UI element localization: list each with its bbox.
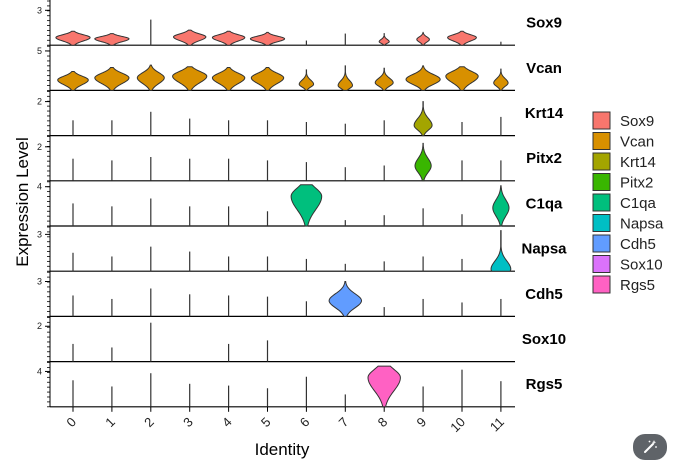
legend-label-sox9: Sox9	[620, 113, 654, 130]
x-tick-label: 3	[180, 414, 196, 430]
x-tick-label: 5	[258, 414, 274, 430]
x-tick-label: 1	[102, 414, 118, 430]
legend-label-rgs5: Rgs5	[620, 277, 655, 294]
violin-krt14-9	[413, 101, 433, 137]
panel-pitx2: 2 Pitx2	[37, 135, 562, 182]
panel-sox9: 3 Sox9	[37, 0, 562, 46]
legend-label-krt14: Krt14	[620, 154, 656, 171]
x-tick-label: 2	[141, 414, 157, 430]
panel-napsa: 3 Napsa	[37, 226, 567, 272]
violin-cdh5-7	[328, 281, 363, 317]
violin-vcan-0	[57, 70, 89, 91]
legend-swatch-pitx2	[592, 173, 611, 191]
x-tick-label: 8	[375, 414, 391, 430]
violin-vcan-11	[493, 68, 509, 91]
violin-vcan-8	[374, 67, 394, 91]
y-tick-label: 3	[37, 229, 42, 239]
legend-label-sox10: Sox10	[620, 257, 663, 274]
legend: Sox9 Vcan Krt14 Pitx2 C1qa Napsa Cdh5 Sox10 Rgs5	[592, 111, 664, 294]
y-tick-label: 4	[37, 366, 42, 376]
violin-c1qa-6	[290, 184, 323, 227]
violin-sox9-10	[447, 30, 477, 46]
legend-label-cdh5: Cdh5	[620, 236, 656, 253]
x-tick-label: 11	[487, 414, 507, 434]
gene-label: Sox10	[522, 331, 566, 348]
x-tick-label: 10	[447, 414, 468, 435]
y-axis-label: Expression Level	[13, 137, 32, 266]
violin-sox9-9	[416, 31, 430, 46]
legend-swatch-rgs5	[592, 275, 611, 294]
gene-label: Krt14	[525, 105, 564, 122]
panels: 3 Sox9 5 Vcan 2 Krt14 2 Pitx2 4 C1qa 3 Napsa 3 Cdh5 2 S…	[37, 0, 567, 408]
violin-sox9-0	[55, 30, 91, 46]
violin-vcan-3	[172, 66, 208, 91]
gene-label: Rgs5	[526, 376, 563, 393]
x-tick-label: 4	[219, 414, 235, 430]
violin-sox9-1	[94, 33, 130, 46]
violin-c1qa-11	[492, 185, 510, 227]
violin-sox9-4	[211, 30, 246, 46]
legend-label-vcan: Vcan	[620, 134, 654, 151]
panel-vcan: 5 Vcan	[37, 45, 562, 92]
violin-vcan-2	[136, 64, 165, 91]
x-ticks: 0 1 2 3 4 5 6 7 8 9 10 11	[63, 406, 507, 435]
violin-vcan-5	[250, 67, 285, 91]
violin-vcan-10	[445, 66, 479, 91]
gene-label: Napsa	[521, 241, 567, 258]
x-axis-label: Identity	[255, 440, 310, 459]
gene-label: Pitx2	[526, 150, 562, 167]
legend-swatch-napsa	[592, 214, 611, 232]
y-tick-label: 2	[37, 321, 42, 331]
legend-swatch-sox10	[592, 255, 611, 273]
legend-swatch-sox9	[592, 111, 611, 130]
x-tick-label: 6	[297, 414, 313, 430]
violin-vcan-4	[211, 67, 246, 91]
violin-rgs5-8	[367, 365, 401, 408]
panel-sox10: 2 Sox10	[37, 316, 566, 363]
violin-pitx2-9	[414, 142, 432, 182]
panel-krt14: 2 Krt14	[37, 90, 564, 137]
legend-swatch-krt14	[592, 152, 611, 171]
y-tick-label: 2	[37, 97, 42, 107]
x-tick-label: 0	[63, 414, 79, 430]
panel-rgs5: 4 Rgs5	[37, 361, 563, 408]
violin-sox9-3	[172, 29, 207, 46]
legend-label-pitx2: Pitx2	[620, 175, 653, 192]
x-tick-label: 7	[336, 414, 352, 430]
gene-label: Cdh5	[525, 286, 563, 303]
y-tick-label: 3	[37, 5, 42, 15]
x-tick-label: 9	[413, 414, 429, 430]
gene-label: C1qa	[526, 195, 563, 212]
gene-label: Vcan	[526, 60, 562, 77]
legend-swatch-c1qa	[592, 193, 611, 212]
violin-vcan-9	[405, 65, 441, 91]
magic-wand-button[interactable]	[633, 434, 667, 460]
panel-cdh5: 3 Cdh5	[37, 271, 563, 317]
legend-swatch-cdh5	[592, 234, 611, 253]
violin-vcan-1	[94, 67, 130, 91]
gene-label: Sox9	[526, 15, 562, 32]
legend-swatch-vcan	[592, 132, 611, 150]
violin-napsa-11	[490, 230, 512, 272]
panel-c1qa: 4 C1qa	[37, 180, 563, 227]
violin-vcan-7	[337, 65, 354, 91]
y-tick-label: 3	[37, 277, 42, 287]
magic-wand-icon	[644, 440, 657, 453]
legend-label-c1qa: C1qa	[620, 195, 657, 212]
violin-sox9-5	[249, 31, 286, 46]
y-tick-label: 2	[37, 142, 42, 152]
violin-sox9-8	[378, 33, 390, 46]
y-tick-label: 5	[37, 46, 42, 56]
y-tick-label: 4	[37, 182, 42, 192]
violin-vcan-6	[298, 69, 315, 91]
legend-label-napsa: Napsa	[620, 216, 664, 233]
